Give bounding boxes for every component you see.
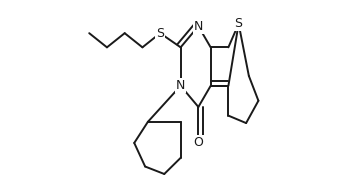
Text: N: N bbox=[194, 20, 203, 33]
Text: S: S bbox=[156, 27, 164, 40]
Text: S: S bbox=[235, 17, 243, 30]
Text: O: O bbox=[193, 136, 203, 149]
Text: N: N bbox=[176, 79, 185, 92]
